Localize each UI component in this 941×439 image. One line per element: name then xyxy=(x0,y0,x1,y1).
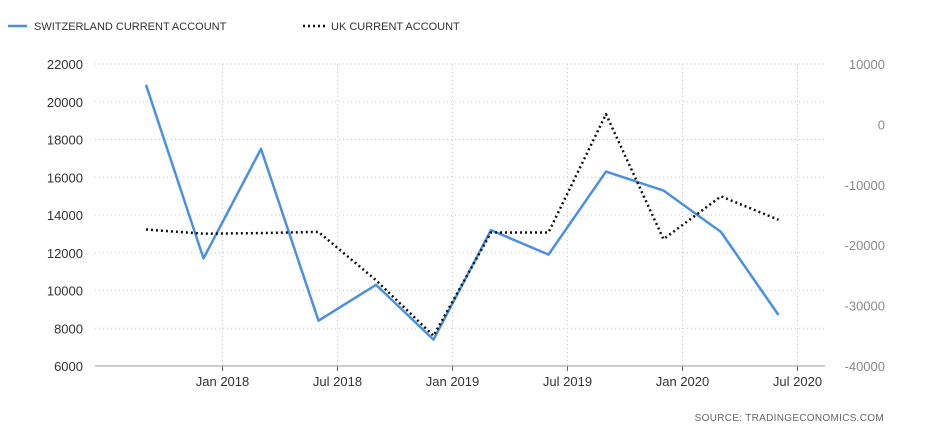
legend: SWITZERLAND CURRENT ACCOUNT UK CURRENT A… xyxy=(8,21,460,33)
y-left-tick-label: 18000 xyxy=(47,133,83,148)
x-tick-label: Jan 2018 xyxy=(196,374,250,389)
series-line-uk xyxy=(145,112,779,338)
y-left-tick-label: 12000 xyxy=(47,246,83,261)
x-tick-label: Jul 2020 xyxy=(773,374,822,389)
legend-label-switzerland: SWITZERLAND CURRENT ACCOUNT xyxy=(34,21,227,33)
y-left-tick-label: 16000 xyxy=(47,170,83,185)
y-left-tick-label: 20000 xyxy=(47,95,83,110)
series-line-switzerland xyxy=(144,84,780,341)
legend-label-uk: UK CURRENT ACCOUNT xyxy=(331,21,460,33)
y-right-tick-label: -10000 xyxy=(845,178,885,193)
y-left-tick-label: 8000 xyxy=(54,321,83,336)
x-tick-label: Jul 2019 xyxy=(543,374,592,389)
x-axis: Jan 2018 Jul 2018 Jan 2019 Jul 2019 Jan 2020… xyxy=(95,365,825,389)
y-axis-right: -40000 -30000 -20000 -10000 0 10000 xyxy=(845,57,885,374)
x-tick-label: Jan 2019 xyxy=(426,374,480,389)
x-tick-label: Jan 2020 xyxy=(656,374,710,389)
y-left-tick-label: 10000 xyxy=(47,284,83,299)
y-right-tick-label: -40000 xyxy=(845,359,885,374)
y-left-tick-label: 22000 xyxy=(47,57,83,72)
y-right-tick-label: 0 xyxy=(878,117,885,132)
y-right-tick-label: -20000 xyxy=(845,238,885,253)
y-axis-left: 6000 8000 10000 12000 14000 16000 18000 20000 22… xyxy=(47,57,83,374)
grid xyxy=(95,63,825,367)
y-left-tick-label: 14000 xyxy=(47,208,83,223)
y-left-tick-label: 6000 xyxy=(54,359,83,374)
y-right-tick-label: 10000 xyxy=(849,57,885,72)
series xyxy=(144,84,780,341)
x-tick-label: Jul 2018 xyxy=(313,374,362,389)
y-right-tick-label: -30000 xyxy=(845,299,885,314)
source-label: SOURCE: TRADINGECONOMICS.COM xyxy=(695,413,884,424)
